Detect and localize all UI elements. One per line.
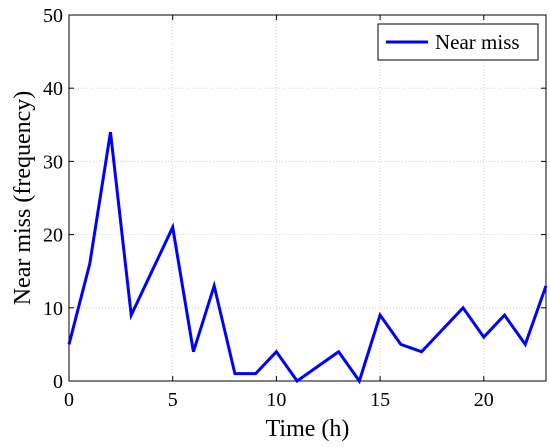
data-point xyxy=(420,350,423,353)
data-point xyxy=(358,380,361,383)
data-point xyxy=(462,306,465,309)
data-point xyxy=(379,314,382,317)
x-axis-title: Time (h) xyxy=(266,416,350,442)
data-point xyxy=(399,343,402,346)
data-point xyxy=(337,350,340,353)
x-tick-label: 20 xyxy=(474,389,494,411)
series-line xyxy=(67,131,548,385)
data-point xyxy=(524,343,527,346)
data-point xyxy=(482,336,485,339)
plot-frame xyxy=(68,14,547,382)
data-point xyxy=(233,372,236,375)
data-point xyxy=(109,131,112,134)
y-tick-label: 0 xyxy=(53,371,63,393)
data-point xyxy=(213,284,216,287)
data-point xyxy=(545,284,548,287)
grid xyxy=(69,15,546,381)
data-point xyxy=(171,226,174,229)
x-tick-label: 0 xyxy=(64,389,74,411)
series-layer xyxy=(67,131,548,385)
x-tick-label: 10 xyxy=(266,389,286,411)
data-point xyxy=(316,365,319,368)
legend-label: Near miss xyxy=(435,30,520,54)
x-tick-label: 15 xyxy=(370,389,390,411)
y-tick-label: 20 xyxy=(43,225,63,247)
data-point xyxy=(68,343,71,346)
y-tick-label: 10 xyxy=(43,298,63,320)
y-tick-label: 50 xyxy=(43,5,63,27)
axis-ticks: 0 5 10 15 20 0 10 20 30 40 50 xyxy=(43,5,546,411)
data-point xyxy=(254,372,257,375)
data-point xyxy=(503,314,506,317)
legend: Near miss xyxy=(377,23,539,61)
data-point xyxy=(275,350,278,353)
data-point xyxy=(150,270,153,273)
data-point xyxy=(192,350,195,353)
data-point xyxy=(441,328,444,331)
data-point xyxy=(296,380,299,383)
data-point xyxy=(130,314,133,317)
data-point xyxy=(88,262,91,265)
x-tick-label: 5 xyxy=(168,389,178,411)
y-tick-label: 30 xyxy=(43,151,63,173)
y-axis-title: Near miss (frequency) xyxy=(10,91,36,306)
y-tick-label: 40 xyxy=(43,78,63,100)
